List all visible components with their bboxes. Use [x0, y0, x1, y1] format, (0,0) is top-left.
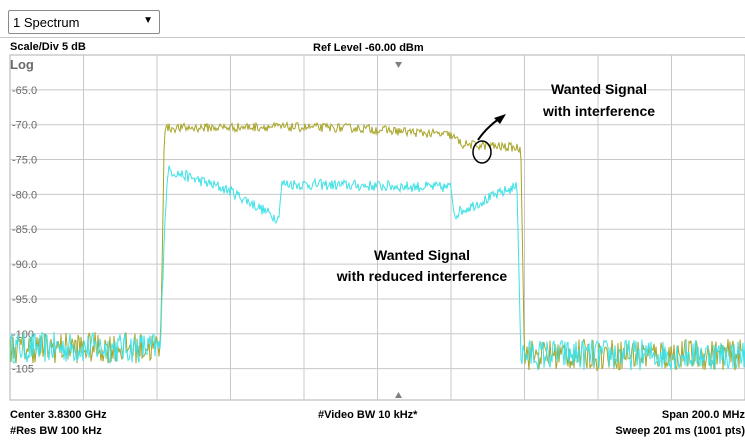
center-marker-icon	[395, 392, 402, 398]
upper-annotation-line-1: Wanted Signal	[551, 81, 647, 97]
y-tick-label: -105	[12, 364, 34, 376]
window-selector-label: 1 Spectrum	[13, 15, 80, 30]
y-tick-label: -70.0	[12, 120, 37, 132]
y-tick-labels: -65.0-70.0-75.0-80.0-85.0-90.0-95.0-100-…	[12, 85, 37, 376]
trace-2-wanted-signal-reduced-interference	[9, 165, 745, 371]
y-tick-label: -80.0	[12, 189, 37, 201]
triangle-down-icon: ▼	[143, 15, 153, 26]
video-bw-label: #Video BW 10 kHz*	[318, 409, 418, 421]
upper-annotation-line-2: with interference	[542, 103, 655, 119]
header-separator	[0, 37, 745, 38]
arrow-head-icon	[494, 114, 506, 124]
y-tick-label: -75.0	[12, 155, 37, 167]
span-label: Span 200.0 MHz	[661, 409, 745, 421]
highlight-circle-icon	[472, 140, 492, 164]
sweep-label: Sweep 201 ms (1001 pts)	[615, 425, 745, 437]
lower-annotation-line-2: with reduced interference	[336, 268, 508, 284]
ref-level-label: Ref Level -60.00 dBm	[313, 42, 424, 54]
window-selector-dropdown[interactable]: 1 Spectrum ▼	[8, 10, 160, 34]
y-tick-label: -90.0	[12, 259, 37, 271]
lower-annotation-line-1: Wanted Signal	[374, 247, 470, 263]
y-tick-label: -85.0	[12, 224, 37, 236]
y-tick-label: -95.0	[12, 294, 37, 306]
log-scale-label: Log	[10, 57, 34, 72]
scale-div-label: Scale/Div 5 dB	[10, 41, 86, 53]
center-frequency-label: Center 3.8300 GHz	[10, 409, 107, 421]
ref-level-marker-icon	[395, 62, 402, 68]
res-bw-label: #Res BW 100 kHz	[10, 425, 102, 437]
y-tick-label: -65.0	[12, 85, 37, 97]
